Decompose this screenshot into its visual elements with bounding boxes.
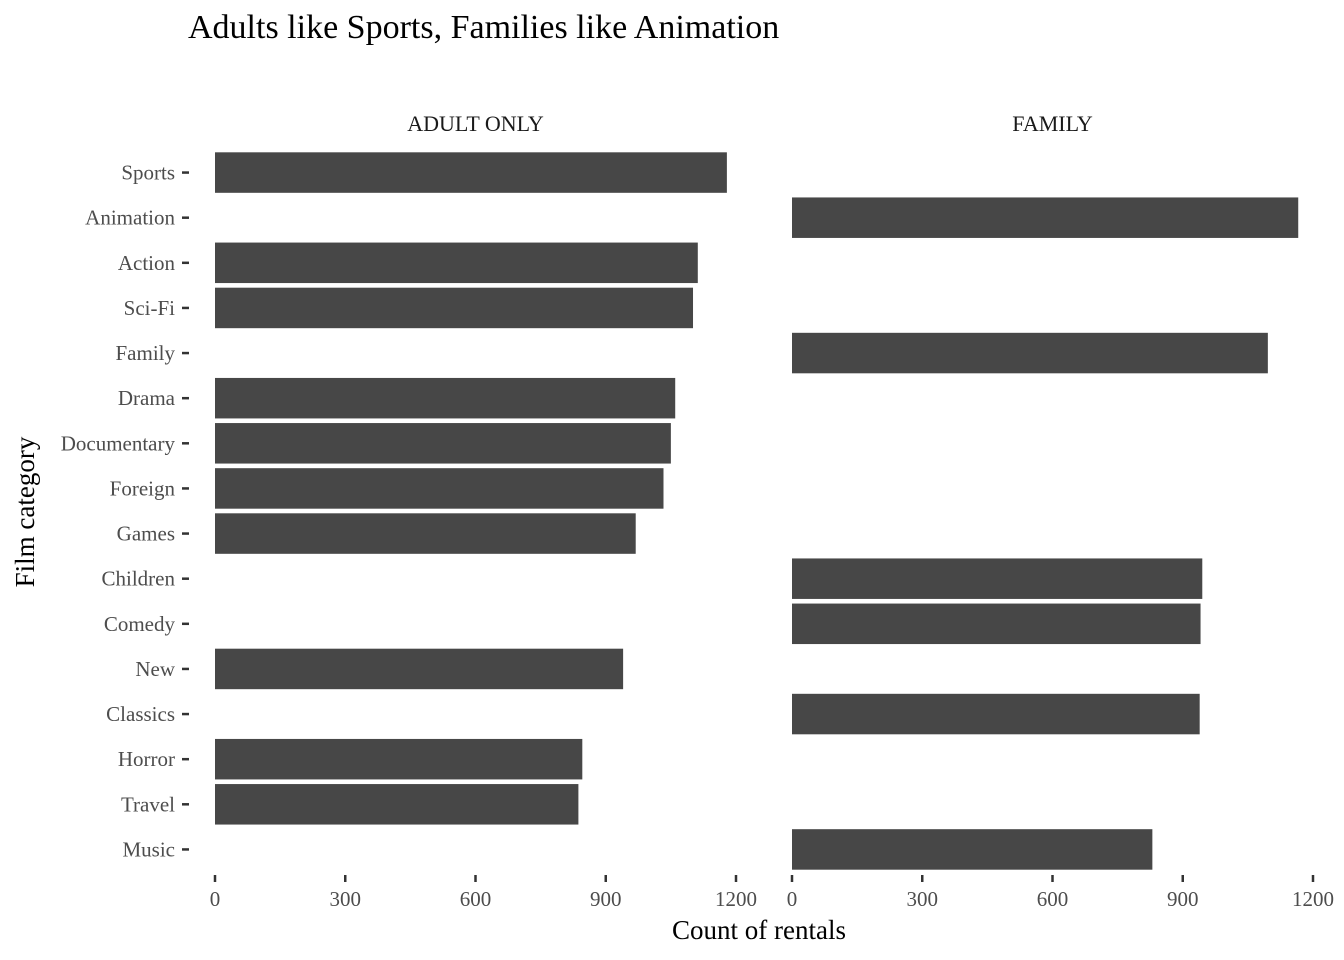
x-tick-label-adult-only-900: 900 bbox=[590, 887, 622, 911]
facet-strip-label-family: FAMILY bbox=[1012, 111, 1093, 136]
y-tick-label-animation: Animation bbox=[85, 206, 175, 230]
x-tick-label-adult-only-600: 600 bbox=[460, 887, 492, 911]
y-tick-label-children: Children bbox=[102, 567, 176, 591]
y-tick-label-sci-fi: Sci-Fi bbox=[124, 296, 176, 320]
y-tick-label-horror: Horror bbox=[118, 747, 175, 771]
facets: ADULT ONLY 0 300 600 900 1200 FAMILY 0 300 600 900… bbox=[210, 111, 1334, 911]
y-tick-label-games: Games bbox=[117, 522, 175, 546]
bar-adult-only-foreign bbox=[215, 468, 664, 509]
y-tick-label-family: Family bbox=[115, 341, 175, 365]
y-axis-title: Film category bbox=[10, 436, 40, 587]
y-tick-label-drama: Drama bbox=[118, 386, 176, 410]
y-tick-label-sports: Sports bbox=[121, 161, 175, 185]
facet-strip-label-adult-only: ADULT ONLY bbox=[407, 111, 544, 136]
y-tick-label-music: Music bbox=[123, 837, 176, 861]
bar-adult-only-new bbox=[215, 648, 624, 690]
y-tick-label-classics: Classics bbox=[106, 702, 175, 726]
bar-family-family bbox=[792, 332, 1268, 374]
bar-family-children bbox=[792, 558, 1203, 599]
facet-adult-only: ADULT ONLY 0 300 600 900 1200 bbox=[210, 111, 757, 911]
x-tick-label-adult-only-0: 0 bbox=[210, 887, 221, 911]
x-tick-label-adult-only-300: 300 bbox=[330, 887, 362, 911]
x-tick-label-family-900: 900 bbox=[1167, 887, 1199, 911]
facet-family: FAMILY 0 300 600 900 1200 bbox=[787, 111, 1334, 911]
x-tick-label-adult-only-1200: 1200 bbox=[715, 887, 757, 911]
bar-family-animation bbox=[792, 197, 1299, 238]
bar-adult-only-documentary bbox=[215, 423, 671, 464]
chart-title: Adults like Sports, Families like Animat… bbox=[188, 9, 779, 46]
y-tick-label-travel: Travel bbox=[121, 792, 175, 816]
y-axis: Sports Animation Action Sci-Fi Family Drama Do… bbox=[61, 161, 189, 861]
y-tick-label-action: Action bbox=[118, 251, 176, 275]
y-tick-label-documentary: Documentary bbox=[61, 431, 176, 455]
bar-adult-only-horror bbox=[215, 738, 583, 780]
y-tick-label-new: New bbox=[135, 657, 175, 681]
y-tick-label-comedy: Comedy bbox=[104, 612, 176, 636]
bar-adult-only-travel bbox=[215, 784, 579, 825]
bar-family-classics bbox=[792, 693, 1200, 735]
bar-adult-only-drama bbox=[215, 377, 676, 419]
x-axis-title: Count of rentals bbox=[672, 915, 846, 945]
bar-adult-only-action bbox=[215, 242, 698, 284]
bar-family-comedy bbox=[792, 603, 1201, 645]
bar-adult-only-games bbox=[215, 513, 636, 554]
y-tick-label-foreign: Foreign bbox=[110, 476, 176, 500]
bar-adult-only-sci-fi bbox=[215, 287, 694, 329]
x-tick-label-family-300: 300 bbox=[907, 887, 939, 911]
x-tick-label-family-1200: 1200 bbox=[1292, 887, 1334, 911]
x-tick-label-family-600: 600 bbox=[1037, 887, 1069, 911]
bar-family-music bbox=[792, 829, 1153, 870]
bar-adult-only-sports bbox=[215, 152, 727, 193]
x-tick-label-family-0: 0 bbox=[787, 887, 798, 911]
